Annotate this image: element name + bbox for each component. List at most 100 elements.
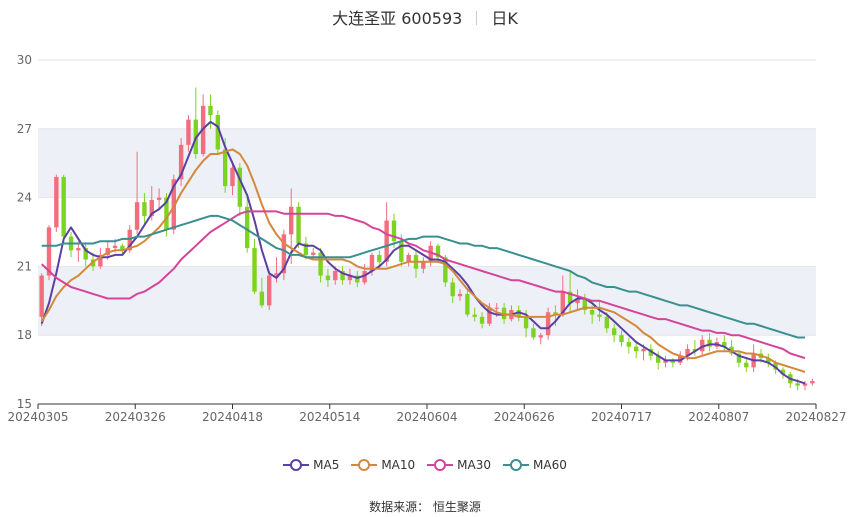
candle-body <box>134 202 140 230</box>
candle-body <box>112 245 118 249</box>
candle-body <box>810 381 815 384</box>
y-tick-label: 15 <box>17 397 32 411</box>
candle-body <box>362 270 367 283</box>
candle-body <box>516 309 521 317</box>
chart-title: 大连圣亚 600593 日K <box>0 5 850 28</box>
candle-body <box>457 293 463 297</box>
legend-marker-icon <box>503 459 530 471</box>
candle-body <box>729 346 734 354</box>
candle-body <box>494 307 499 309</box>
candle-body <box>252 248 257 292</box>
candle-body <box>120 245 125 251</box>
x-tick-label: 20240326 <box>105 410 166 424</box>
candle-body <box>311 252 316 255</box>
candle-body <box>164 197 169 230</box>
candle-body <box>76 248 81 251</box>
period-label[interactable]: 日K <box>491 9 518 28</box>
candle-body <box>421 261 426 269</box>
candle-body <box>589 309 595 315</box>
candle-body <box>545 312 551 336</box>
candle-body <box>399 241 404 262</box>
candle-body <box>633 346 639 352</box>
candle-body <box>333 270 338 281</box>
candle-body <box>266 275 272 306</box>
grid-band <box>38 266 816 336</box>
candle-body <box>487 307 492 324</box>
legend-label: MA60 <box>533 458 567 472</box>
legend-item-ma5[interactable]: MA5 <box>283 458 339 472</box>
candle-body <box>244 206 250 249</box>
candle-body <box>655 355 661 363</box>
candle-body <box>142 202 147 216</box>
candle-body <box>222 149 228 187</box>
candle-body <box>575 298 580 304</box>
candle-body <box>296 206 301 244</box>
legend-label: MA30 <box>457 458 492 472</box>
candle-body <box>171 179 176 230</box>
candle-body <box>795 383 800 386</box>
candle-body <box>472 314 477 317</box>
candle-body <box>318 252 323 276</box>
y-tick-label: 30 <box>17 53 32 67</box>
x-tick-label: 20240827 <box>785 410 846 424</box>
candle-body <box>435 245 441 258</box>
candle-body <box>54 176 59 228</box>
legend: MA5 MA10 MA30 MA60 <box>0 458 850 474</box>
candle-body <box>722 342 727 347</box>
candle-body <box>355 275 360 283</box>
candle-body <box>391 220 397 242</box>
candle-body <box>619 335 624 343</box>
legend-label: MA5 <box>313 458 340 472</box>
candle-body <box>553 312 558 315</box>
candle-body <box>443 257 448 283</box>
candle-body <box>479 316 485 324</box>
x-tick-label: 20240626 <box>494 410 555 424</box>
candle-body <box>340 270 345 281</box>
candle-body <box>156 197 162 200</box>
candle-body <box>538 335 543 338</box>
candle-body <box>105 248 110 255</box>
legend-item-ma60[interactable]: MA60 <box>503 458 567 472</box>
legend-item-ma10[interactable]: MA10 <box>351 458 415 472</box>
candle-body <box>149 199 154 216</box>
legend-marker-icon <box>283 459 310 471</box>
ma-line-ma30 <box>41 210 806 360</box>
x-tick-label: 20240717 <box>591 410 652 424</box>
candle-body <box>237 167 243 207</box>
candle-body <box>766 358 771 363</box>
candle-body <box>208 105 213 116</box>
y-tick-label: 18 <box>17 328 32 342</box>
x-tick-label: 20240418 <box>202 410 263 424</box>
candle-body <box>567 291 573 304</box>
x-tick-label: 20240514 <box>299 410 360 424</box>
candle-body <box>523 316 529 329</box>
legend-marker-icon <box>351 459 378 471</box>
candle-body <box>98 254 103 267</box>
candle-body <box>289 206 294 235</box>
title-separator <box>476 11 478 25</box>
candle-body <box>46 227 52 276</box>
candle-body <box>626 342 632 347</box>
candle-body <box>780 369 786 375</box>
grid-band <box>38 128 816 198</box>
candle-body <box>597 314 602 317</box>
legend-marker-icon <box>427 459 454 471</box>
candle-body <box>641 348 646 352</box>
ma-line-ma5 <box>40 120 806 385</box>
candle-body <box>406 254 411 262</box>
candle-body <box>560 291 565 315</box>
legend-item-ma30[interactable]: MA30 <box>427 458 491 472</box>
candle-body <box>39 275 44 317</box>
candle-body <box>744 362 749 368</box>
candle-body <box>663 360 668 363</box>
candlestick-chart: 15 18 21 24 27 30 20240305 20240326 20240418 2024… <box>7 53 846 424</box>
x-tick-label: 20240305 <box>7 410 68 424</box>
candle-body <box>450 282 455 297</box>
candle-body <box>802 383 808 386</box>
candle-body <box>692 348 698 352</box>
stock-title: 大连圣亚 600593 <box>332 9 463 28</box>
y-tick-label: 27 <box>17 122 32 136</box>
candle-body <box>347 275 353 281</box>
candle-body <box>215 115 221 150</box>
candle-body <box>384 220 389 262</box>
